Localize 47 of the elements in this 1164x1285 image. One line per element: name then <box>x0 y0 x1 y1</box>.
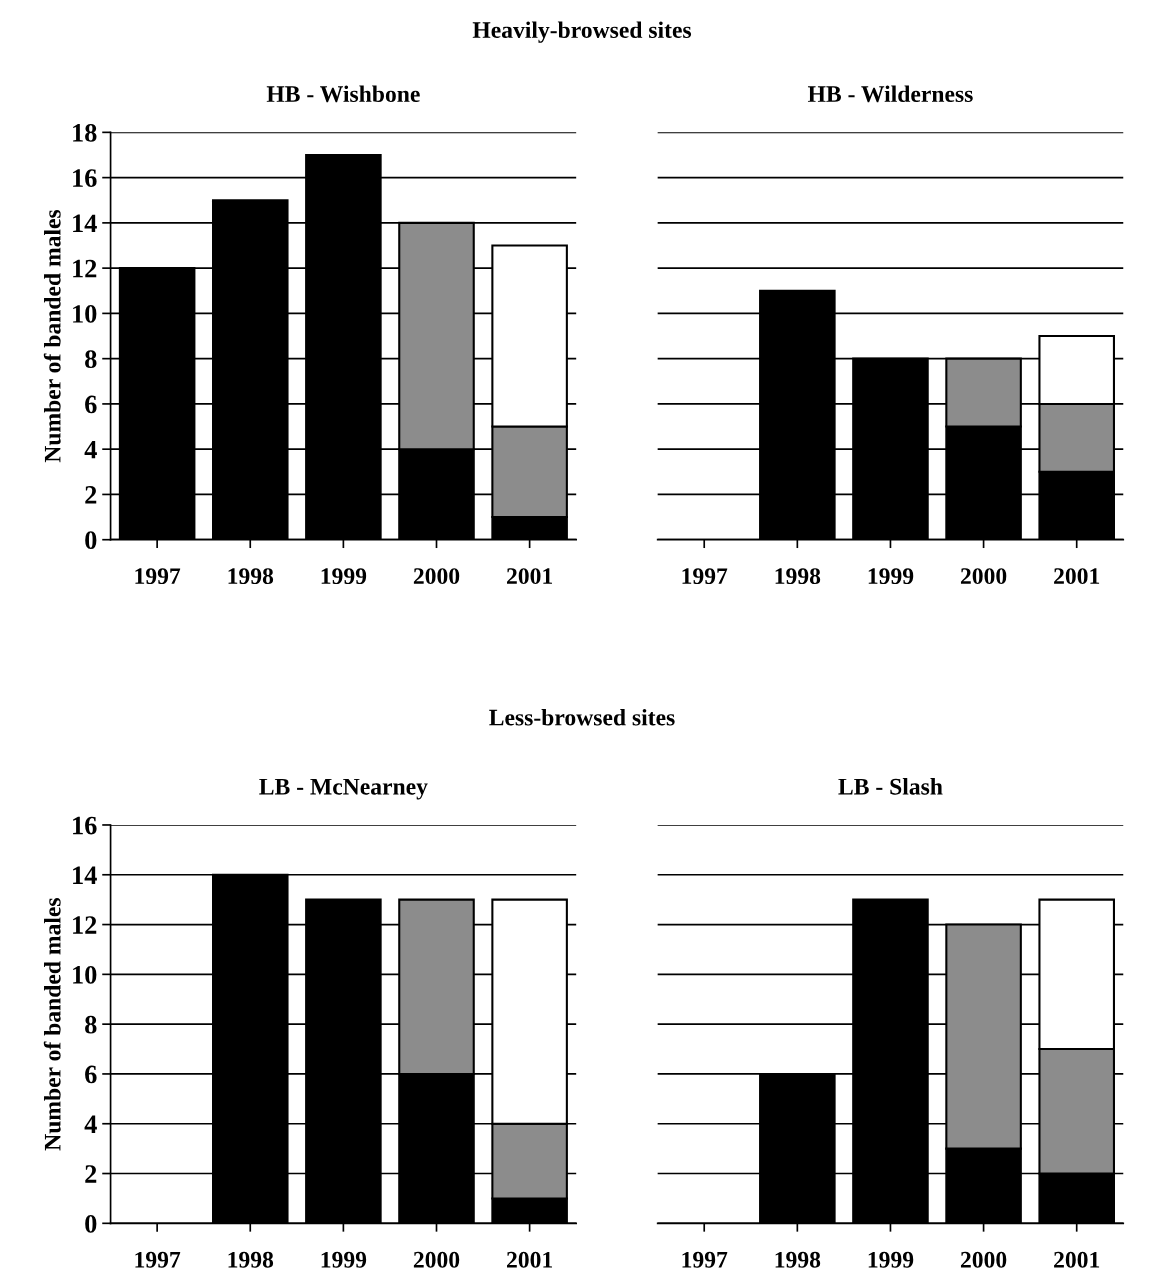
y-tick-label: 10 <box>73 965 97 984</box>
y-tick-label: 10 <box>73 305 97 323</box>
x-tick-label: 1999 <box>321 1251 367 1268</box>
x-tick-label: 2000 <box>960 1251 1007 1268</box>
y-axis-title: Number of banded males <box>43 898 61 1151</box>
x-tick-label: 1998 <box>228 1251 274 1268</box>
x-tick-label: 1998 <box>775 1251 821 1268</box>
x-tick-label: 1999 <box>868 568 914 585</box>
x-tick-label: 1997 <box>682 568 728 585</box>
y-tick-label: 14 <box>73 214 97 233</box>
y-tick-label: 14 <box>73 866 97 884</box>
chart-title: HB - Wishbone <box>266 85 420 103</box>
x-tick-label: 2001 <box>507 1251 553 1268</box>
y-axis-title: Number of banded males <box>43 209 61 463</box>
y-tick-label: 0 <box>85 1214 97 1233</box>
y-tick-label: 2 <box>85 486 97 504</box>
y-tick-label: 8 <box>85 350 97 369</box>
y-tick-label: 4 <box>84 440 97 459</box>
y-tick-label: 6 <box>85 1065 97 1084</box>
x-tick-label: 1998 <box>228 568 274 585</box>
x-tick-label: 1997 <box>682 1251 728 1268</box>
chart-title: LB - McNearney <box>259 778 428 800</box>
y-tick-label: 18 <box>73 123 97 142</box>
y-tick-label: 2 <box>85 1165 97 1183</box>
x-tick-label: 1997 <box>135 1251 181 1268</box>
y-tick-label: 16 <box>73 816 97 835</box>
x-tick-label: 2000 <box>960 568 1007 585</box>
y-tick-label: 16 <box>73 169 97 188</box>
x-tick-label: 2001 <box>1054 1251 1100 1268</box>
chart-title: HB - Wilderness <box>807 85 973 103</box>
text: Heavily-browsed sites <box>472 21 692 43</box>
y-tick-label: 6 <box>85 395 97 414</box>
x-tick-label: 2000 <box>413 568 460 585</box>
x-tick-label: 1999 <box>868 1251 914 1268</box>
y-tick-label: 4 <box>84 1115 97 1133</box>
y-tick-label: 12 <box>73 259 97 278</box>
x-tick-label: 2001 <box>1054 568 1100 585</box>
y-tick-label: 8 <box>85 1015 97 1034</box>
x-tick-label: 1999 <box>321 568 367 585</box>
x-tick-label: 1998 <box>775 568 821 585</box>
x-tick-label: 2001 <box>507 568 553 585</box>
text: Less-browsed sites <box>489 708 675 726</box>
y-tick-label: 12 <box>73 916 97 934</box>
chart-title: LB - Slash <box>838 778 943 795</box>
x-tick-label: 2000 <box>413 1251 460 1268</box>
x-tick-label: 1997 <box>135 568 181 585</box>
y-tick-label: 0 <box>85 531 97 550</box>
